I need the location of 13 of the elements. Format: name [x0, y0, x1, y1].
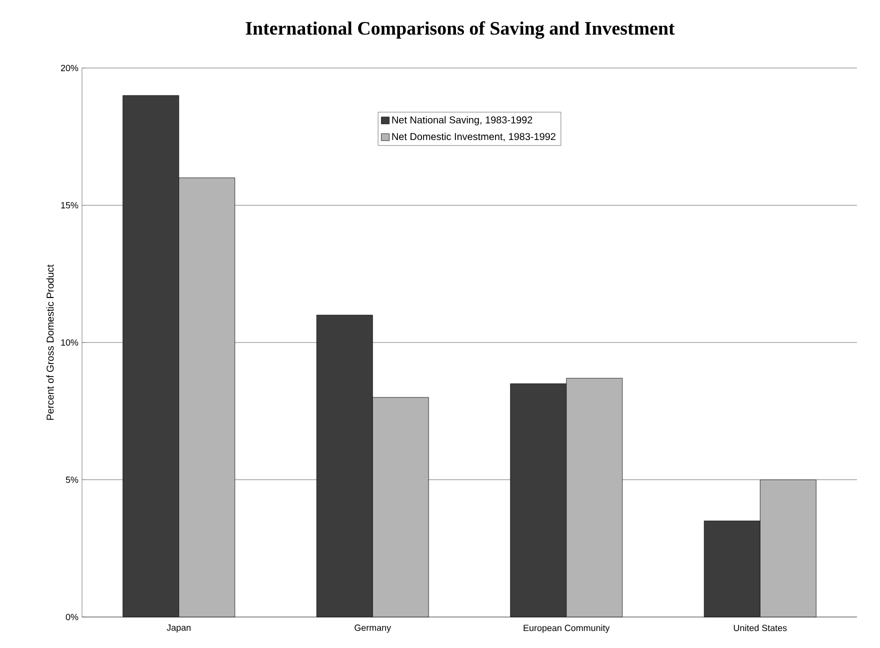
legend-label: Net National Saving, 1983-1992 [392, 116, 532, 126]
y-axis-title: Percent of Gross Domestic Product [46, 264, 54, 420]
y-tick-label: 20% [60, 64, 78, 72]
y-tick-label: 5% [66, 476, 78, 483]
chart-title: International Comparisons of Saving and Investment [246, 21, 675, 39]
legend-label: Net Domestic Investment, 1983-1992 [392, 132, 556, 142]
x-tick-label: Germany [354, 624, 392, 633]
y-tick-label: 0% [66, 614, 78, 620]
x-tick-label: United States [734, 624, 787, 632]
x-tick-label: European Community [524, 624, 610, 633]
y-tick-label: 15% [61, 202, 78, 208]
x-tick-label: Japan [166, 624, 191, 633]
y-tick-label: 10% [61, 339, 78, 346]
